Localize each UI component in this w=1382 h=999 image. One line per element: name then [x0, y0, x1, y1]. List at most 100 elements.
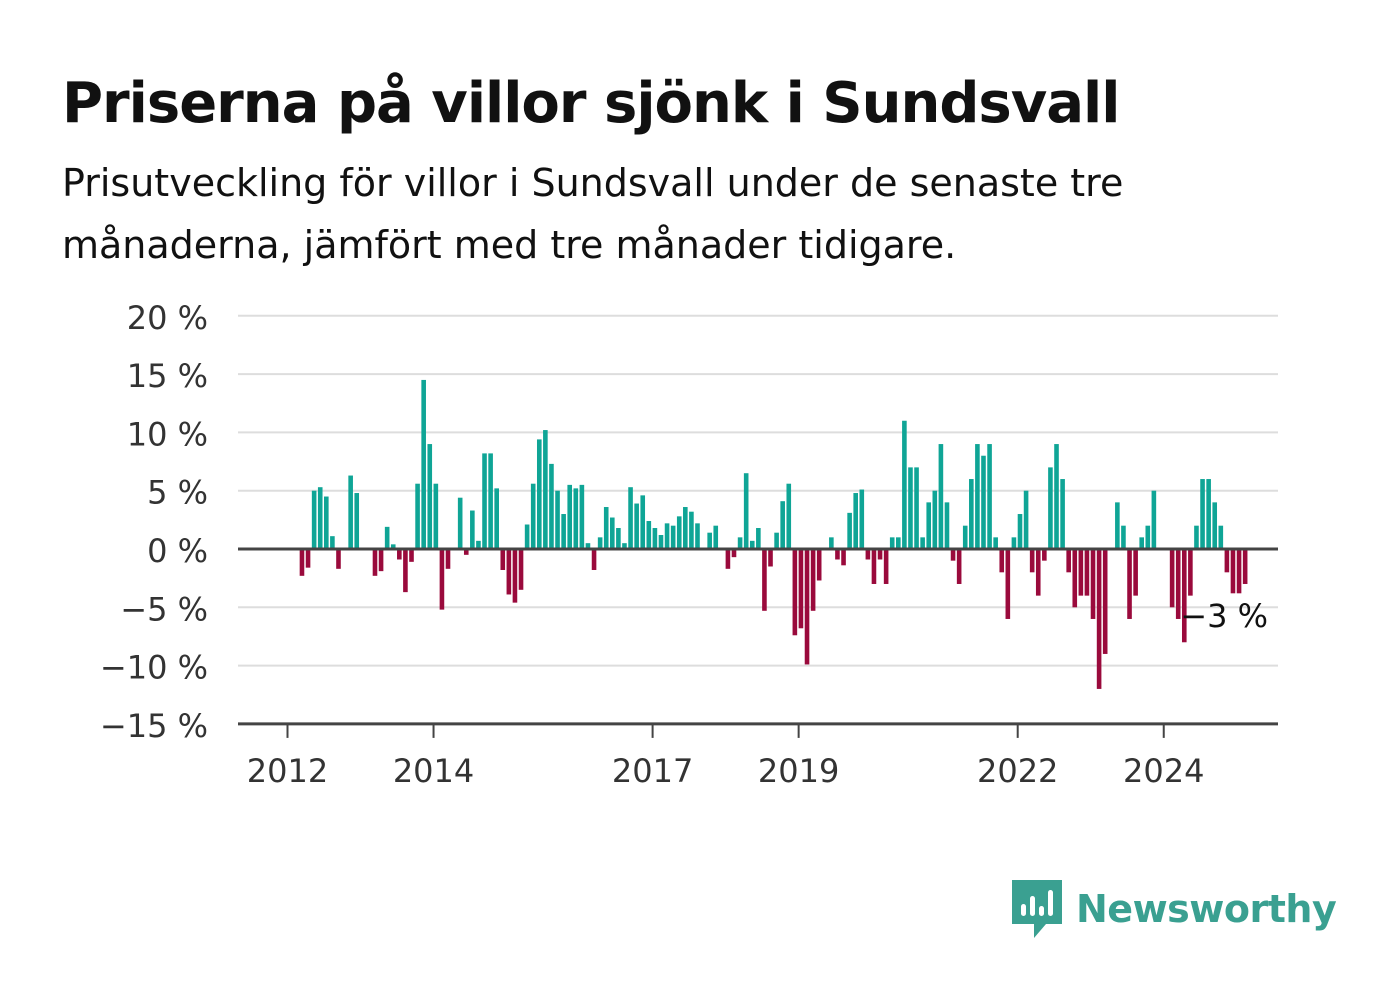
bar	[920, 537, 925, 549]
bar	[488, 453, 493, 549]
bar	[561, 514, 566, 549]
bar	[798, 549, 804, 629]
bar	[768, 549, 773, 567]
bar	[1017, 514, 1023, 549]
bar	[409, 549, 414, 562]
bar	[1175, 549, 1181, 619]
bar	[774, 532, 779, 549]
bar	[1188, 549, 1193, 596]
bar	[1151, 490, 1157, 549]
bar	[908, 467, 913, 549]
bar	[683, 507, 688, 549]
bar	[1206, 479, 1211, 549]
bar	[421, 379, 426, 549]
bar	[1066, 549, 1071, 573]
brand-name: Newsworthy	[1076, 887, 1337, 931]
bar	[610, 517, 615, 549]
x-tick-label: 2022	[977, 752, 1058, 790]
bar	[707, 532, 712, 549]
bar	[1011, 537, 1017, 549]
bar	[835, 549, 840, 560]
bar	[646, 521, 652, 549]
bar	[512, 549, 518, 603]
bar	[403, 549, 408, 593]
bar	[1194, 525, 1199, 549]
bar	[530, 483, 536, 549]
bar	[1005, 549, 1011, 619]
bar	[1139, 537, 1144, 549]
bar	[384, 526, 390, 549]
bar	[1200, 479, 1205, 549]
bar	[1236, 549, 1242, 594]
bar	[914, 467, 919, 549]
bar	[1048, 467, 1053, 549]
bar	[445, 549, 451, 569]
bar	[1181, 549, 1187, 643]
bar	[457, 497, 463, 549]
bar	[865, 549, 871, 560]
bar	[950, 549, 956, 561]
bar	[902, 420, 907, 549]
bar	[1060, 479, 1065, 549]
bar	[737, 537, 743, 549]
bar	[1035, 549, 1041, 596]
bar	[975, 444, 980, 549]
bar	[1115, 502, 1120, 549]
bars	[299, 379, 1248, 689]
bar	[969, 479, 974, 549]
bar	[1078, 549, 1084, 596]
bar	[792, 549, 798, 636]
bar	[397, 549, 402, 560]
bar	[1090, 549, 1096, 619]
y-tick-label: 20 %	[127, 299, 208, 337]
bar	[336, 549, 341, 569]
bar	[810, 549, 816, 611]
bar	[804, 549, 810, 665]
bar	[993, 537, 998, 549]
bar	[372, 549, 378, 576]
bar	[1121, 525, 1126, 549]
bar	[348, 475, 353, 549]
bar	[743, 473, 749, 549]
bar	[713, 525, 719, 549]
bar	[695, 523, 700, 549]
bar	[664, 523, 670, 549]
bar	[1169, 549, 1175, 608]
bar	[470, 510, 475, 549]
bar	[962, 525, 968, 549]
bar	[524, 524, 530, 549]
bar	[299, 549, 305, 576]
bar	[981, 455, 986, 549]
bar	[536, 439, 542, 549]
bar	[1224, 549, 1230, 573]
bar	[500, 549, 506, 570]
bar	[1054, 444, 1059, 549]
y-tick-label: −5 %	[120, 590, 208, 628]
bar	[689, 511, 694, 549]
bar	[1133, 549, 1138, 596]
bar	[926, 502, 932, 549]
y-tick-label: 10 %	[127, 415, 208, 453]
bar	[330, 536, 335, 549]
bar-chart: 20 % 15 % 10 % 5 % 0 % −5 % −10 % −15 % 2012 2014…	[100, 299, 1278, 790]
bar	[780, 501, 785, 549]
bar	[816, 549, 822, 581]
bar	[482, 453, 487, 549]
x-tick-label: 2024	[1123, 752, 1204, 790]
bar	[543, 430, 548, 549]
bar	[1096, 549, 1102, 689]
bar	[1218, 525, 1224, 549]
bar	[640, 495, 646, 549]
x-tick-label: 2017	[612, 752, 693, 790]
bar	[1145, 525, 1151, 549]
bar	[1102, 549, 1108, 654]
grid-lines	[238, 314, 1278, 667]
last-value-label: −3 %	[1180, 597, 1268, 635]
x-tick-label: 2019	[758, 752, 839, 790]
y-tick-label: 15 %	[127, 357, 208, 395]
bar	[324, 496, 329, 549]
bar	[317, 487, 323, 549]
bar	[628, 487, 633, 549]
bar	[749, 540, 755, 549]
bar	[725, 549, 731, 569]
